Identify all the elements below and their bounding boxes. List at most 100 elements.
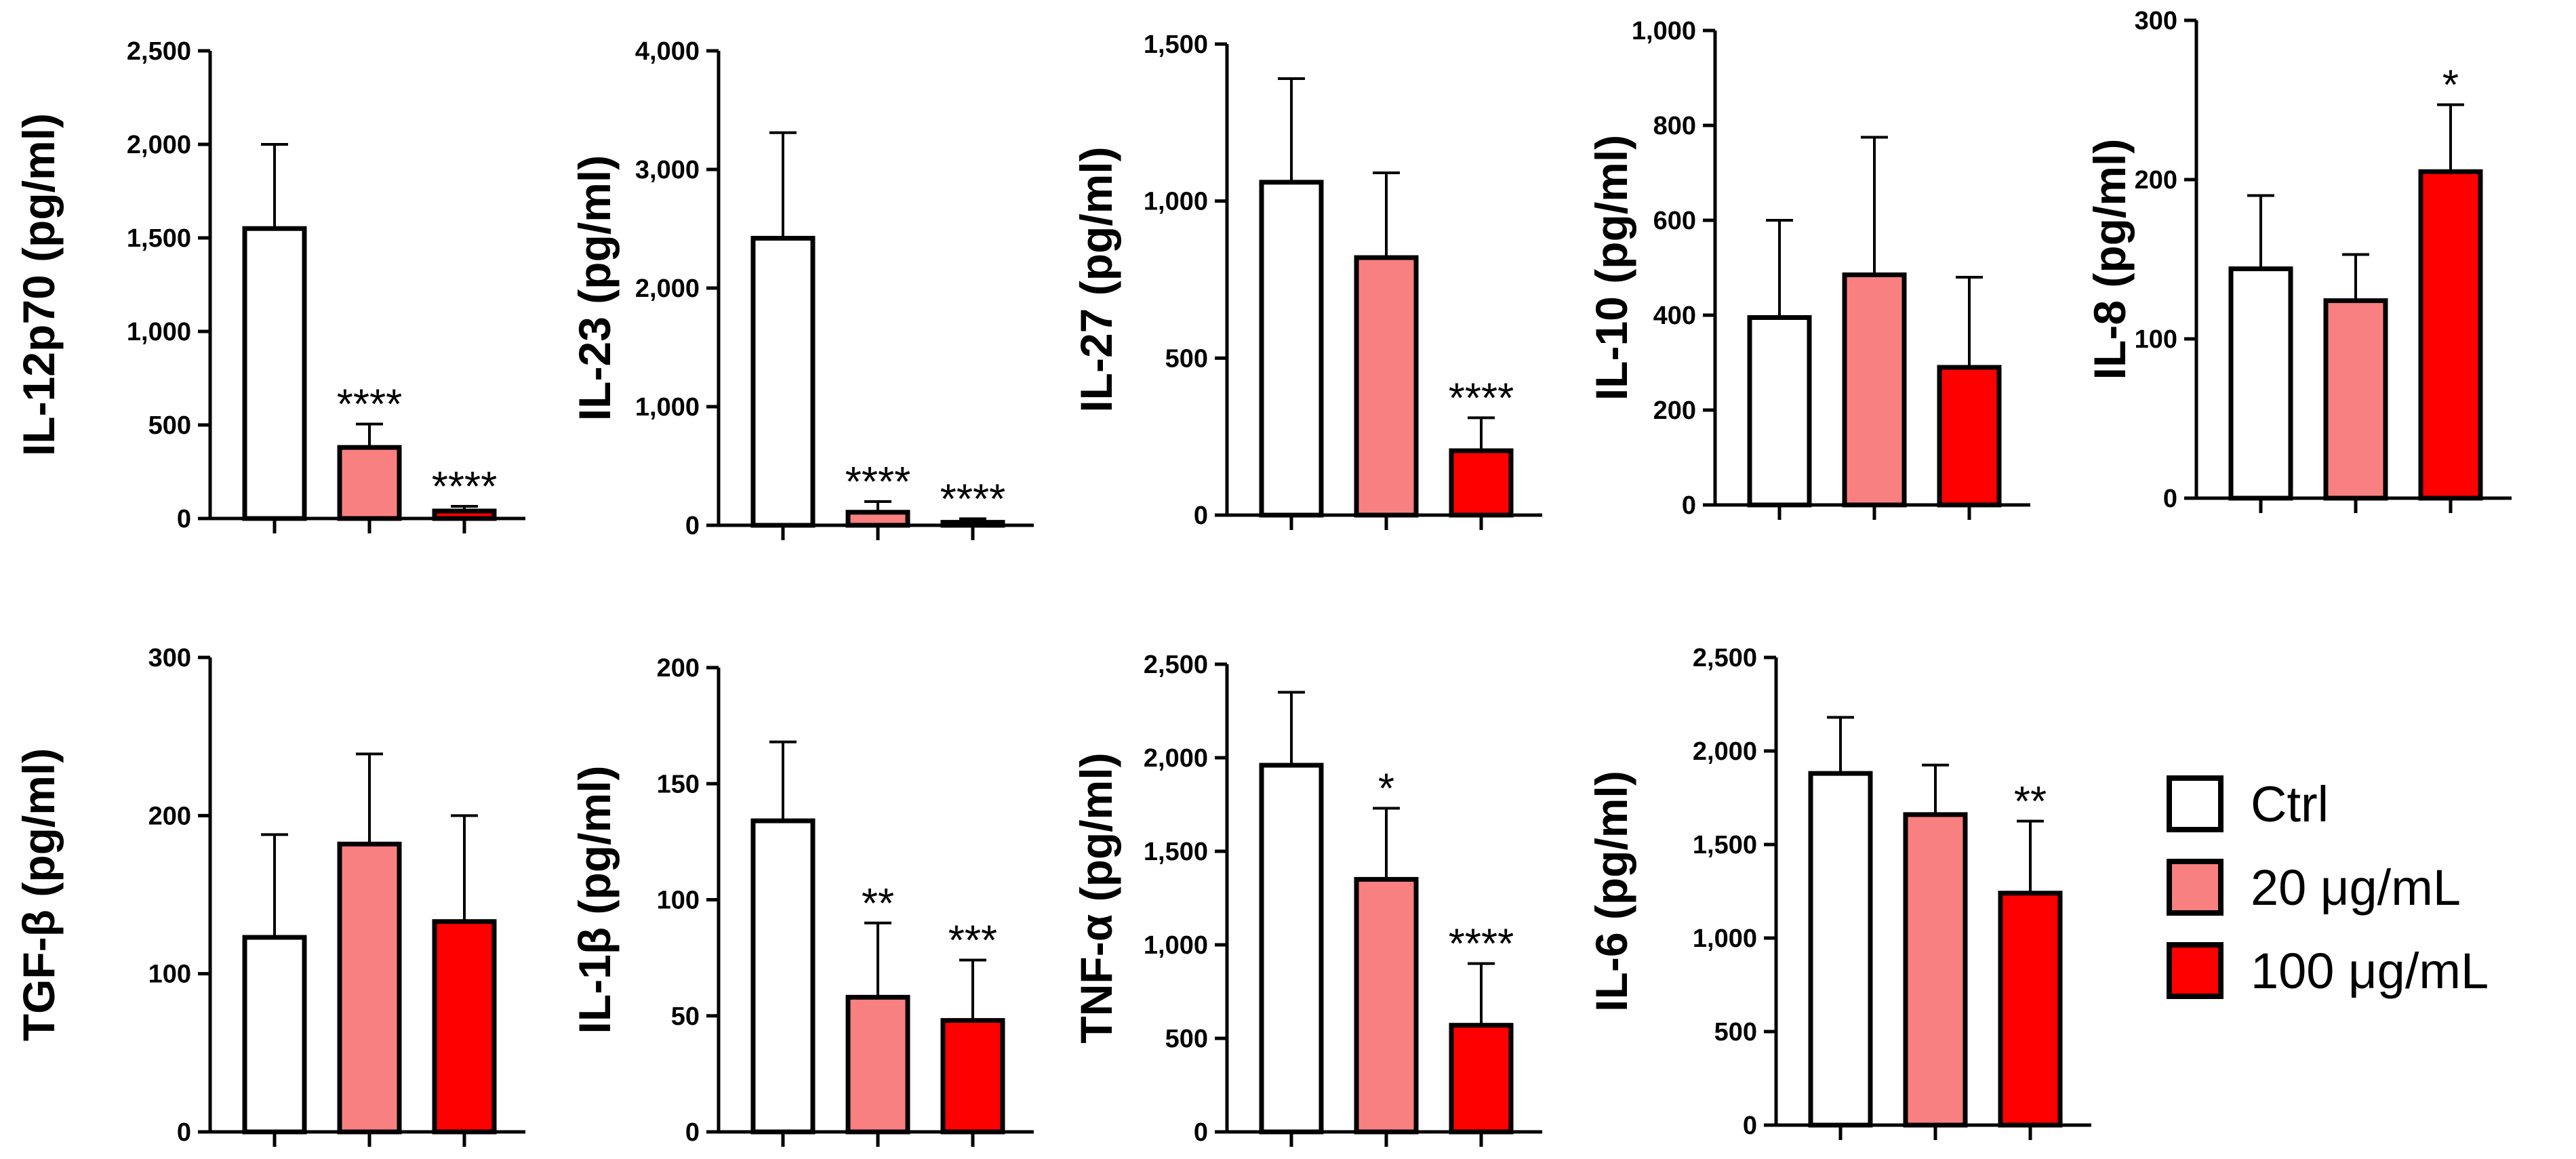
legend-label: 100 μg/mL (2251, 943, 2489, 999)
bar (750, 236, 816, 528)
bar (1747, 315, 1812, 508)
bar (1998, 891, 2063, 1128)
significance-marker: ** (862, 880, 894, 927)
legend-label: 20 μg/mL (2251, 859, 2461, 916)
significance-marker: **** (1449, 921, 1514, 968)
y-axis-label: IL-12p70 (pg/ml) (14, 113, 64, 456)
significance-marker: *** (948, 918, 997, 964)
significance-marker: **** (845, 459, 911, 506)
y-tick-label: 500 (1165, 1025, 1208, 1053)
bar (1937, 365, 2002, 508)
y-tick-label: 1,500 (127, 224, 191, 253)
y-tick-label: 100 (2135, 325, 2177, 354)
y-tick-label: 100 (148, 960, 191, 989)
bar (2418, 169, 2483, 501)
chart-panel-4: 0 100 200 300 * IL-8 (pg/ml) (2085, 7, 2512, 513)
y-tick-label: 100 (657, 887, 700, 915)
y-tick-label: 500 (1165, 344, 1208, 373)
legend-swatch (2167, 942, 2223, 999)
y-tick-label: 0 (1194, 1118, 1208, 1147)
significance-marker: * (1378, 766, 1394, 813)
y-tick-label: 300 (148, 644, 191, 672)
bar (2228, 266, 2293, 501)
y-tick-label: 800 (1653, 112, 1696, 140)
y-tick-label: 1,000 (1144, 931, 1208, 960)
y-axis-label: IL-27 (pg/ml) (1071, 146, 1121, 412)
y-tick-label: 150 (657, 770, 700, 798)
bar (1449, 1023, 1514, 1135)
chart-panel-3: 0 200 400 600 800 1,000 IL-10 (pg/ml) (1586, 17, 2030, 520)
legend-label: Ctrl (2251, 776, 2329, 832)
bar (242, 935, 307, 1135)
y-tick-label: 600 (1653, 207, 1696, 235)
y-tick-label: 500 (1714, 1018, 1757, 1046)
y-tick-label: 0 (1682, 491, 1696, 520)
y-axis-label: IL-23 (pg/ml) (569, 155, 620, 421)
chart-panel-5: 0 100 200 300 TGF-β (pg/ml) (14, 644, 525, 1147)
bar (337, 445, 402, 521)
bar (1903, 812, 1968, 1128)
y-tick-label: 1,500 (1144, 30, 1208, 59)
y-axis-label: IL-1β (pg/ml) (569, 766, 620, 1034)
y-tick-label: 200 (148, 802, 191, 830)
y-tick-label: 0 (2163, 485, 2177, 513)
significance-marker: **** (940, 476, 1006, 523)
y-tick-label: 2,500 (1144, 651, 1208, 679)
y-axis-label: TNF-α (pg/ml) (1071, 752, 1121, 1043)
y-tick-label: 200 (2135, 166, 2177, 195)
y-axis-label: TGF-β (pg/ml) (14, 748, 64, 1042)
bar (1842, 272, 1907, 508)
y-tick-label: 300 (2135, 7, 2177, 35)
y-tick-label: 1,000 (127, 318, 191, 346)
y-tick-label: 1,000 (1632, 17, 1696, 45)
y-tick-label: 0 (685, 512, 700, 540)
bar (1354, 876, 1419, 1135)
bar (1259, 762, 1324, 1135)
y-tick-label: 0 (1743, 1112, 1757, 1140)
bar (242, 226, 307, 521)
y-tick-label: 1,500 (1144, 838, 1208, 866)
chart-panel-8: 0 500 1,000 1,500 2,000 2,500 ** IL-6 (pg/ml) (1586, 644, 2091, 1140)
bar (1259, 180, 1324, 518)
legend-swatch (2167, 859, 2223, 916)
y-tick-label: 2,500 (127, 37, 191, 66)
bar (750, 818, 816, 1135)
y-tick-label: 200 (1653, 396, 1696, 425)
bar (845, 994, 910, 1135)
y-axis-label: IL-6 (pg/ml) (1586, 771, 1636, 1012)
y-tick-label: 2,000 (127, 131, 191, 159)
y-tick-label: 3,000 (635, 156, 700, 184)
y-tick-label: 0 (1194, 502, 1208, 530)
legend-swatch (2167, 775, 2223, 832)
y-tick-label: 200 (657, 654, 700, 683)
bar (432, 508, 497, 521)
bar (1808, 771, 1873, 1128)
y-tick-label: 1,500 (1693, 831, 1757, 859)
bar (1354, 255, 1419, 518)
y-tick-label: 1,000 (1693, 924, 1757, 953)
bar (1449, 448, 1514, 518)
y-tick-label: 4,000 (635, 37, 700, 66)
y-tick-label: 1,000 (635, 393, 700, 422)
significance-marker: * (2442, 62, 2459, 109)
y-tick-label: 2,000 (1693, 737, 1757, 766)
significance-marker: **** (432, 464, 498, 510)
significance-marker: **** (337, 382, 403, 428)
y-axis-label: IL-8 (pg/ml) (2085, 139, 2135, 380)
chart-panels: 05001,0001,5002,0002,500********IL-12p70… (14, 7, 2512, 1147)
bar (2323, 298, 2388, 501)
y-axis-label: IL-10 (pg/ml) (1586, 135, 1636, 401)
y-tick-label: 50 (671, 1002, 700, 1031)
bar (432, 919, 497, 1135)
bar (940, 520, 1005, 528)
significance-marker: **** (1449, 375, 1514, 422)
y-tick-label: 0 (177, 505, 191, 533)
legend: Ctrl 20 μg/mL 100 μg/mL (2167, 775, 2489, 999)
bar (845, 510, 910, 528)
y-tick-label: 2,000 (635, 274, 700, 303)
chart-panel-2: 0 500 1,000 1,500 **** IL-27 (pg/ml) (1071, 30, 1542, 530)
y-tick-label: 400 (1653, 302, 1696, 330)
